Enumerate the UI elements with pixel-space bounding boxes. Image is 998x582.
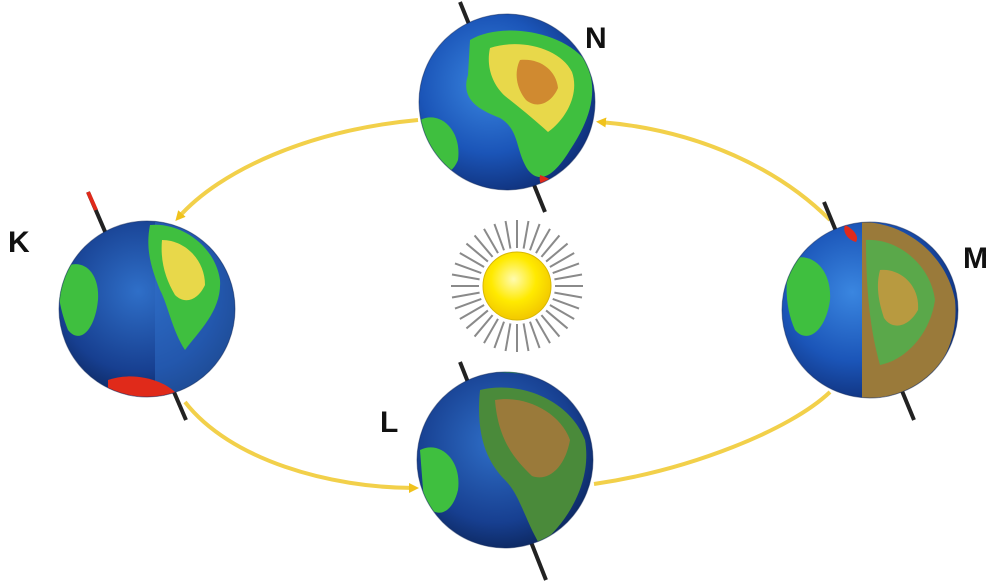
orbit-segment-l-to-m xyxy=(593,390,832,486)
sun-ray xyxy=(545,242,569,263)
earth-globe-icon xyxy=(416,361,594,581)
sun-ray xyxy=(493,223,505,251)
earth-globe-icon xyxy=(781,201,959,421)
sun-ray xyxy=(483,228,499,254)
sun-ray xyxy=(535,228,551,254)
sun-ray xyxy=(483,318,499,344)
sun-ray xyxy=(459,304,485,320)
sun-ray xyxy=(529,321,541,349)
sun-icon xyxy=(451,220,583,352)
label-l: L xyxy=(380,406,398,439)
sun-ray xyxy=(554,291,583,299)
sun-ray xyxy=(540,314,561,338)
sun-ray xyxy=(549,252,575,268)
sun-ray xyxy=(540,234,561,258)
sun-ray xyxy=(454,298,482,310)
sun-ray xyxy=(522,323,530,352)
sun-ray xyxy=(459,252,485,268)
sun-ray xyxy=(504,220,512,249)
sun-ray xyxy=(451,273,480,281)
sun-ray xyxy=(554,273,583,281)
sun-ray xyxy=(504,323,512,352)
sun-ray xyxy=(549,304,575,320)
label-k: K xyxy=(8,226,30,259)
sun-ray xyxy=(545,309,569,330)
sun-ray xyxy=(552,298,580,310)
sun-ray xyxy=(473,234,494,258)
earth-globe-icon xyxy=(58,191,236,421)
orbit-arrow-n-to-k xyxy=(175,118,419,222)
sun-ray xyxy=(493,321,505,349)
sun-ray xyxy=(465,242,489,263)
sun-ray xyxy=(473,314,494,338)
sun-ray xyxy=(454,262,482,274)
sun-ray xyxy=(552,262,580,274)
sun-ray xyxy=(522,220,530,249)
sun-ray xyxy=(529,223,541,251)
orbit-arrow-k-to-l xyxy=(183,400,419,493)
label-m: M xyxy=(963,242,988,275)
earth-globe-icon xyxy=(418,1,596,213)
sun-ray xyxy=(535,318,551,344)
label-n: N xyxy=(585,22,607,55)
orbit-path xyxy=(175,117,832,493)
orbit-arrow-m-to-n xyxy=(596,117,832,222)
sun-ray xyxy=(451,291,480,299)
sun-ray xyxy=(465,309,489,330)
